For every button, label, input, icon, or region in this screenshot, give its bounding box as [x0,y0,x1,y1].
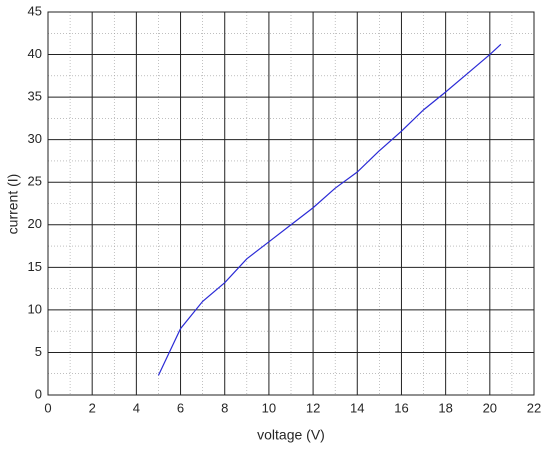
data-line [157,43,502,376]
x-axis-label: voltage (V) [257,427,325,443]
plot-frame [47,11,535,396]
y-tick-label: 10 [28,301,42,316]
x-tick-label: 0 [44,400,51,415]
x-tick-label: 18 [438,400,452,415]
x-tick-label: 16 [394,400,408,415]
y-tick-label: 35 [28,89,42,104]
x-tick-label: 10 [262,400,276,415]
x-tick-label: 4 [133,400,140,415]
y-tick-label: 5 [35,344,42,359]
y-axis-label: current (I) [5,174,21,235]
x-tick-label: 12 [306,400,320,415]
x-tick-label: 14 [350,400,364,415]
x-tick-label: 22 [527,400,541,415]
y-tick-label: 40 [28,46,42,61]
x-tick-label: 20 [483,400,497,415]
y-tick-label: 25 [28,174,42,189]
y-tick-label: 0 [35,386,42,401]
y-tick-label: 20 [28,216,42,231]
y-tick-label: 30 [28,131,42,146]
y-tick-label: 15 [28,259,42,274]
y-tick-label: 45 [28,3,42,18]
x-tick-label: 6 [177,400,184,415]
x-tick-label: 8 [221,400,228,415]
x-tick-label: 2 [89,400,96,415]
